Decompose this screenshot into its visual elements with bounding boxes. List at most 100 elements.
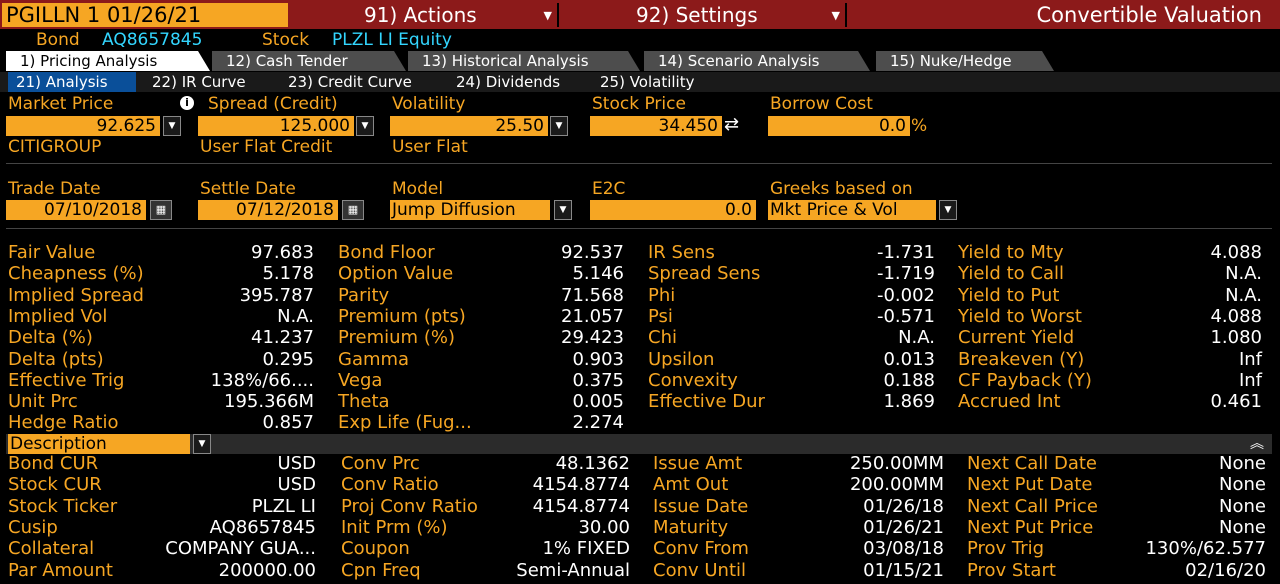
results-label: Parity: [338, 284, 390, 306]
results-label: Phi: [648, 284, 676, 306]
desc-value: 30.00: [578, 516, 630, 538]
results-label: IR Sens: [648, 242, 715, 263]
model-select[interactable]: Jump Diffusion: [390, 200, 550, 220]
settle-date-input[interactable]: 07/12/2018: [198, 200, 338, 220]
greeks-label: Greeks based on: [770, 179, 913, 199]
desc-value: Semi-Annual: [516, 559, 630, 581]
chevron-down-icon[interactable]: ▼: [554, 200, 572, 220]
desc-value: 1% FIXED: [542, 538, 630, 560]
results-value: -0.571: [876, 305, 935, 327]
market-price-input[interactable]: 92.625: [6, 116, 160, 136]
desc-value: COMPANY GUA...: [165, 538, 316, 560]
chevron-down-icon[interactable]: ▼: [356, 116, 374, 136]
results-value: Inf: [1238, 369, 1262, 391]
desc-value: 130%/62.577: [1145, 538, 1266, 560]
trade-date-label: Trade Date: [8, 179, 101, 199]
desc-label: Proj Conv Ratio: [341, 495, 478, 517]
collapse-icon[interactable]: ︽: [1250, 436, 1264, 452]
results-value: 92.537: [561, 242, 624, 263]
results-label: Breakeven (Y): [958, 348, 1085, 370]
results-label: Implied Vol: [8, 305, 108, 327]
calendar-icon[interactable]: ▦: [150, 200, 172, 220]
desc-value: 250.00MM: [849, 453, 944, 474]
volatility-source: User Flat: [392, 137, 468, 157]
results-value: 195.366M: [224, 391, 314, 413]
chevron-down-icon[interactable]: ▼: [939, 200, 957, 220]
stock-id-link[interactable]: PLZL LI Equity: [332, 30, 452, 50]
borrow-cost-input[interactable]: 0.0: [768, 116, 910, 136]
security-ticker-input[interactable]: PGILLN 1 01/26/21: [2, 3, 288, 27]
results-value: N.A.: [898, 327, 935, 349]
e2c-input[interactable]: 0.0: [590, 200, 756, 220]
results-label: Option Value: [338, 263, 454, 285]
results-value: -1.719: [876, 263, 935, 285]
tab-pricing-analysis[interactable]: 1) Pricing Analysis: [6, 51, 210, 71]
desc-value: 4154.8774: [532, 474, 630, 496]
spread-input[interactable]: 125.000: [198, 116, 354, 136]
subtab-analysis[interactable]: 21) Analysis: [8, 72, 136, 92]
calendar-icon[interactable]: ▦: [342, 200, 364, 220]
results-label: Theta: [338, 391, 390, 413]
desc-label: Stock Ticker: [8, 495, 118, 517]
results-label: Effective Dur: [648, 391, 765, 413]
results-label: Delta (pts): [8, 348, 104, 370]
info-icon[interactable]: i: [180, 96, 194, 110]
actions-menu[interactable]: 91) Actions ▼: [292, 3, 556, 27]
settings-menu-label: 92) Settings: [636, 3, 758, 27]
results-value: N.A.: [277, 305, 314, 327]
chevron-down-icon[interactable]: ▼: [193, 434, 211, 454]
desc-value: 200000.00: [218, 559, 316, 581]
results-label: Upsilon: [648, 348, 715, 370]
greeks-select[interactable]: Mkt Price & Vol: [768, 200, 936, 220]
subtab-dividends[interactable]: 24) Dividends: [456, 73, 561, 91]
results-value: 97.683: [251, 242, 314, 263]
results-label: Bond Floor: [338, 242, 435, 263]
subtab-volatility[interactable]: 25) Volatility: [600, 73, 695, 91]
desc-value: None: [1219, 453, 1266, 474]
desc-value: 01/15/21: [863, 559, 944, 581]
desc-label: Next Call Date: [967, 453, 1097, 474]
desc-value: None: [1219, 495, 1266, 517]
bond-id-link[interactable]: AQ8657845: [102, 30, 203, 50]
stock-label: Stock: [262, 30, 310, 50]
settle-date-label: Settle Date: [200, 179, 296, 199]
desc-value: 4154.8774: [532, 495, 630, 517]
results-value: 0.005: [572, 391, 624, 413]
volatility-input[interactable]: 25.50: [390, 116, 548, 136]
tab-historical-analysis[interactable]: 13) Historical Analysis: [408, 51, 640, 71]
spread-source: User Flat Credit: [200, 137, 333, 157]
description-bar: [6, 434, 1272, 454]
tab-scenario-analysis[interactable]: 14) Scenario Analysis: [644, 51, 870, 71]
results-label: Premium (pts): [338, 305, 466, 327]
bond-label: Bond: [36, 30, 80, 50]
chevron-down-icon[interactable]: ▼: [163, 116, 181, 136]
results-value: 21.057: [561, 305, 624, 327]
tab-cash-tender[interactable]: 12) Cash Tender: [212, 51, 406, 71]
stock-price-input[interactable]: 34.450: [590, 116, 722, 136]
results-value: 4.088: [1210, 242, 1262, 263]
borrow-cost-label: Borrow Cost: [770, 94, 873, 114]
trade-date-input[interactable]: 07/10/2018: [6, 200, 146, 220]
refresh-icon[interactable]: ⇄: [724, 114, 740, 135]
results-value: -1.731: [876, 242, 935, 263]
desc-value: 02/16/20: [1185, 559, 1266, 581]
results-value: 395.787: [239, 284, 314, 306]
results-label: Yield to Worst: [958, 305, 1082, 327]
results-label: Yield to Put: [958, 284, 1060, 306]
market-price-label: Market Price: [8, 94, 114, 114]
results-label: Premium (%): [338, 327, 455, 349]
desc-label: Conv From: [653, 538, 749, 560]
security-line: Bond AQ8657845 Stock PLZL LI Equity: [0, 30, 1280, 51]
desc-value: None: [1219, 474, 1266, 496]
chevron-down-icon[interactable]: ▼: [550, 116, 568, 136]
results-label: Psi: [648, 305, 673, 327]
desc-label: Par Amount: [8, 559, 113, 581]
subtab-credit-curve[interactable]: 23) Credit Curve: [288, 73, 412, 91]
results-label: Vega: [338, 369, 383, 391]
results-value: 1.869: [883, 391, 935, 413]
description-select[interactable]: Description: [8, 434, 190, 454]
settings-menu[interactable]: 92) Settings ▼: [560, 3, 844, 27]
tab-nuke-hedge[interactable]: 15) Nuke/Hedge: [876, 51, 1054, 71]
subtab-ir-curve[interactable]: 22) IR Curve: [152, 73, 246, 91]
desc-label: Bond CUR: [8, 453, 99, 474]
